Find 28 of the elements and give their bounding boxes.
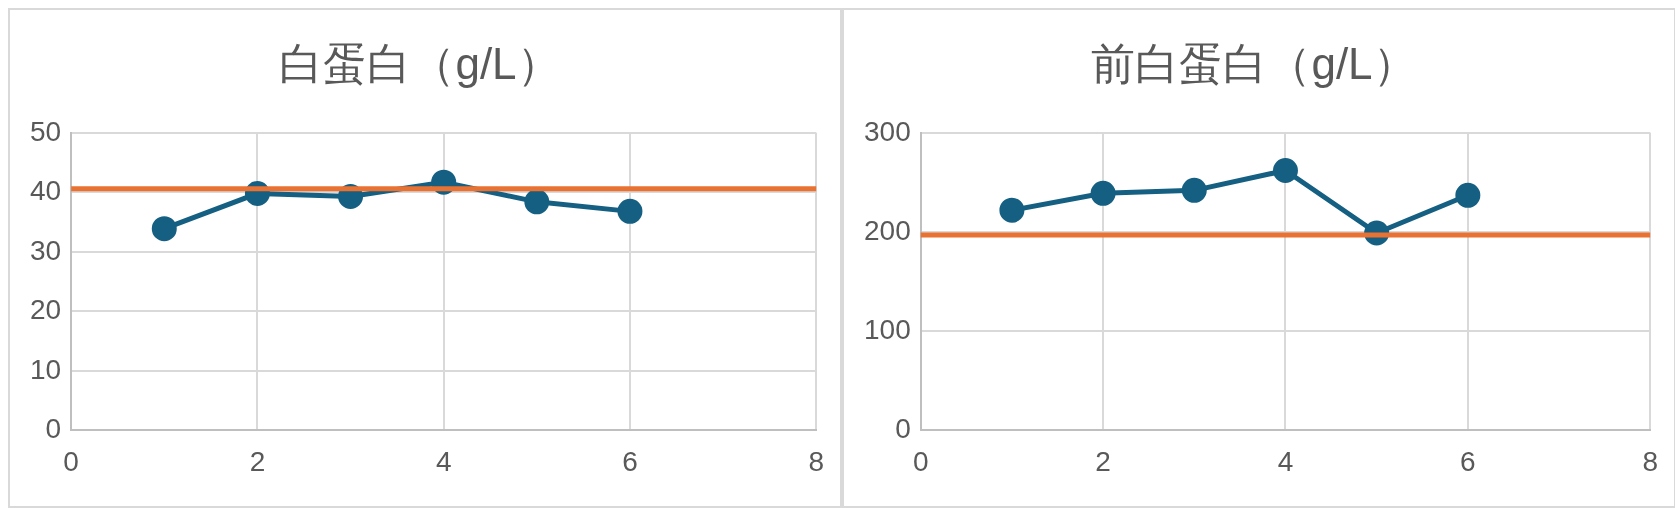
point: [524, 189, 550, 215]
x-tick-label: 4: [435, 445, 452, 477]
y-tick-label: 200: [864, 214, 911, 246]
point: [1181, 177, 1207, 203]
x-tick-label: 2: [249, 445, 266, 477]
point: [151, 216, 177, 242]
x-tick-label: 8: [1642, 445, 1658, 477]
x-tick-label: 6: [622, 445, 638, 477]
point: [999, 197, 1025, 223]
chart-title: 白蛋白（g/L）: [279, 38, 561, 88]
y-tick-label: 300: [864, 115, 911, 147]
point: [617, 198, 643, 224]
y-tick-label: 10: [29, 353, 62, 385]
y-tick-label: 100: [864, 313, 911, 345]
x-tick-label: 6: [1460, 445, 1476, 477]
y-tick-label: 30: [29, 234, 62, 266]
y-tick-label: 40: [29, 175, 62, 207]
y-tick-label: 0: [45, 413, 62, 445]
x-tick-label: 2: [1095, 445, 1111, 477]
point: [1090, 180, 1116, 206]
point: [1455, 182, 1481, 208]
x-tick-label: 8: [808, 445, 824, 477]
y-tick-label: 0: [895, 413, 911, 445]
x-tick-label: 4: [1277, 445, 1294, 477]
y-tick-label: 20: [29, 294, 62, 326]
chart-title: 前白蛋白（g/L）: [1091, 38, 1417, 88]
point: [1272, 158, 1298, 183]
y-tick-label: 50: [29, 115, 62, 147]
